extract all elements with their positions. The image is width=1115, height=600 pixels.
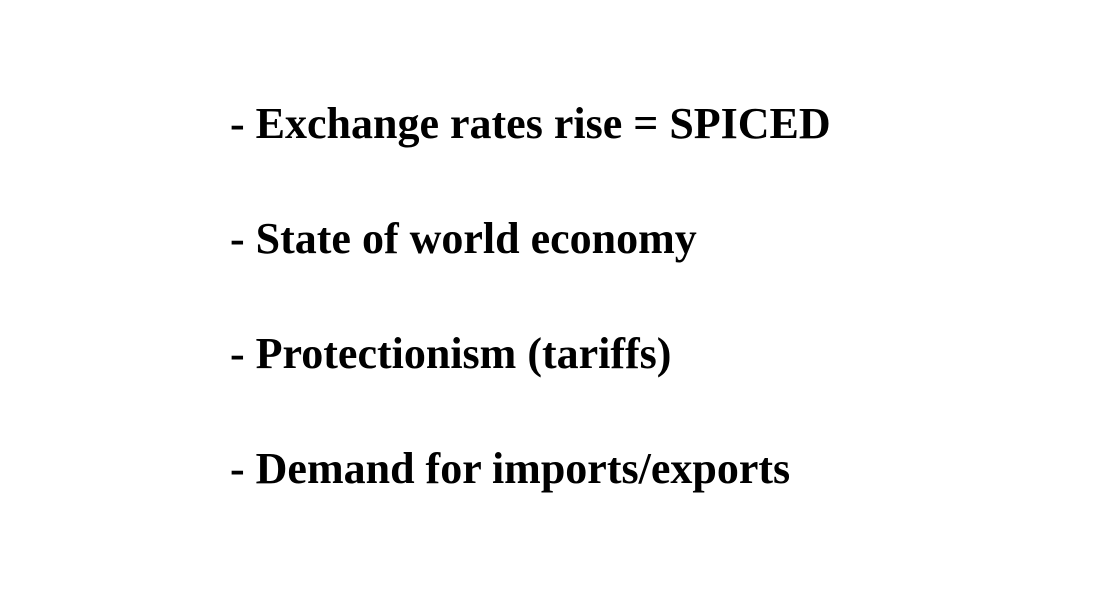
bullet-demand: - Demand for imports/exports bbox=[230, 444, 791, 493]
bullet-list: - Exchange rates rise = SPICED - State o… bbox=[230, 96, 1090, 497]
bullet-protectionism: - Protectionism (tariffs) bbox=[230, 329, 672, 378]
bullet-world-economy: - State of world economy bbox=[230, 214, 697, 263]
bullet-exchange-rates: - Exchange rates rise = SPICED bbox=[230, 99, 831, 148]
